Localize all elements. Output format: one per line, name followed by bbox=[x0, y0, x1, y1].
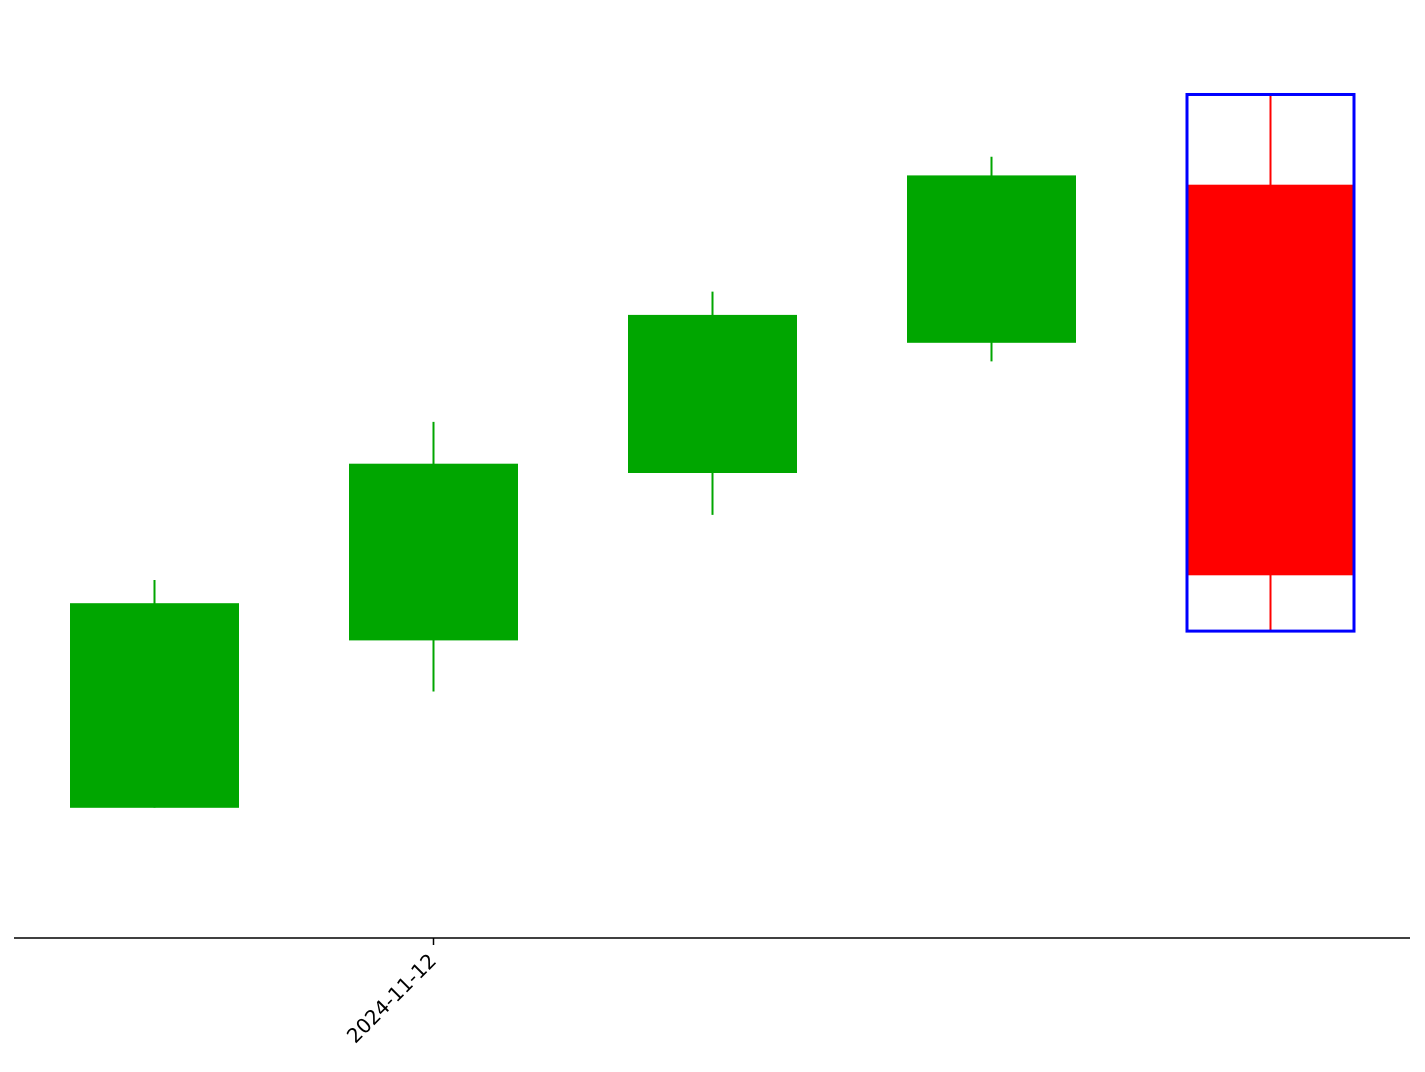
candle-3 bbox=[628, 291, 797, 515]
candle-body bbox=[70, 603, 239, 808]
candle-body bbox=[1186, 184, 1355, 576]
x-tick-label: 2024-11-12 bbox=[342, 949, 441, 1048]
candle-5 bbox=[1186, 94, 1355, 632]
candle-2 bbox=[349, 421, 518, 692]
candle-1 bbox=[70, 579, 239, 808]
highlight-layer bbox=[1185, 92, 1356, 633]
candle-body bbox=[628, 314, 797, 473]
highlight-box bbox=[1185, 92, 1356, 633]
x-axis: 2024-11-12 bbox=[14, 937, 1410, 1048]
candle-body bbox=[907, 175, 1076, 343]
candle-body bbox=[349, 463, 518, 641]
candles-layer bbox=[70, 94, 1355, 808]
candle-4 bbox=[907, 156, 1076, 362]
